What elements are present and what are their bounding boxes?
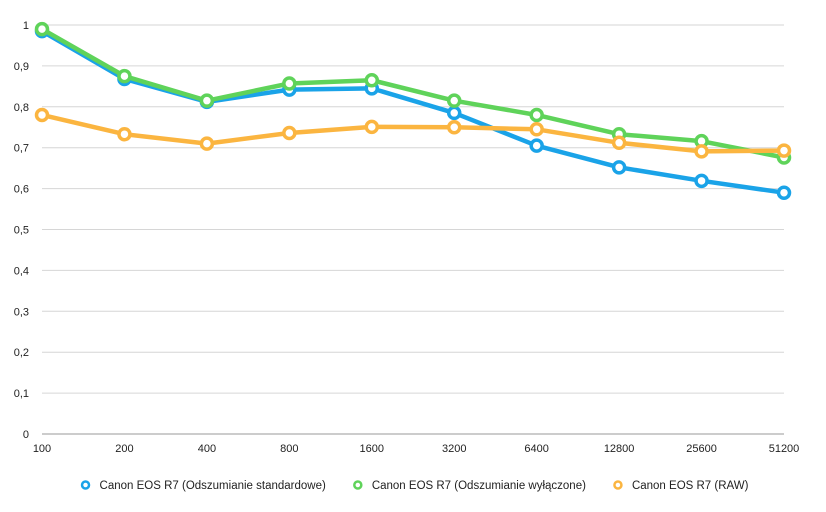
series-1 (34, 21, 792, 165)
series-2 (34, 107, 792, 159)
x-axis-tick-labels: 100 200 400 800 1600 3200 6400 12800 25600 51200 (33, 443, 799, 455)
legend-label: Canon EOS R7 (RAW) (632, 480, 749, 492)
y-tick-label: 0,1 (14, 388, 29, 400)
y-tick-label: 0,4 (14, 265, 29, 277)
legend-label: Canon EOS R7 (Odszumianie standardowe) (100, 480, 326, 492)
data-point (199, 93, 215, 108)
legend: Canon EOS R7 (Odszumianie standardowe) Ca… (80, 480, 749, 492)
x-tick-label: 25600 (686, 443, 717, 455)
y-tick-label: 0,2 (14, 347, 29, 359)
x-tick-label: 200 (115, 443, 133, 455)
data-point (446, 105, 462, 121)
legend-label: Canon EOS R7 (Odszumianie wyłączone) (372, 480, 586, 492)
series-line (39, 28, 787, 195)
y-tick-label: 0,3 (14, 306, 29, 318)
data-point (529, 107, 544, 123)
series-line (39, 112, 787, 154)
y-tick-label: 0,7 (14, 143, 29, 155)
data-point (282, 125, 297, 141)
data-point (694, 144, 709, 159)
y-tick-label: 0,5 (14, 225, 29, 237)
data-point (611, 160, 627, 175)
data-point (776, 143, 792, 158)
data-point (117, 126, 132, 142)
data-point (446, 120, 462, 135)
x-tick-label: 400 (198, 443, 216, 455)
data-point (117, 68, 132, 84)
legend-item: Canon EOS R7 (Odszumianie wyłączone) (353, 480, 586, 492)
series-0 (34, 23, 792, 200)
legend-item: Canon EOS R7 (RAW) (613, 480, 749, 492)
x-tick-label: 800 (280, 443, 298, 455)
y-tick-label: 1 (23, 20, 29, 32)
data-point (282, 76, 297, 91)
legend-item: Canon EOS R7 (Odszumianie standardowe) (80, 480, 326, 492)
x-tick-label: 51200 (769, 443, 800, 455)
x-tick-label: 12800 (604, 443, 635, 455)
data-point (529, 122, 544, 137)
data-point (694, 173, 709, 189)
y-tick-label: 0,8 (14, 102, 29, 114)
y-tick-label: 0,9 (14, 61, 29, 73)
data-point (34, 21, 50, 37)
data-point (364, 72, 380, 88)
legend-marker (613, 480, 623, 490)
x-tick-label: 3200 (442, 443, 466, 455)
y-tick-label: 0,6 (14, 184, 29, 196)
series-line (39, 26, 787, 160)
data-point (446, 93, 462, 108)
legend-marker (80, 480, 91, 490)
data-point (34, 107, 50, 123)
y-tick-label: 0 (23, 429, 29, 441)
data-point (776, 185, 792, 200)
data-point (199, 136, 215, 151)
data-point (529, 138, 544, 153)
grid-lines (42, 24, 784, 435)
x-tick-label: 1600 (360, 443, 384, 455)
data-point (611, 135, 627, 151)
legend-marker (353, 480, 363, 490)
x-tick-label: 100 (33, 443, 51, 455)
x-tick-label: 6400 (524, 443, 548, 455)
series-lines (34, 21, 792, 200)
y-axis-tick-labels: 0 0,1 0,2 0,3 0,4 0,5 0,6 0,7 0,8 0,9 1 (14, 20, 29, 441)
data-point (364, 119, 380, 135)
